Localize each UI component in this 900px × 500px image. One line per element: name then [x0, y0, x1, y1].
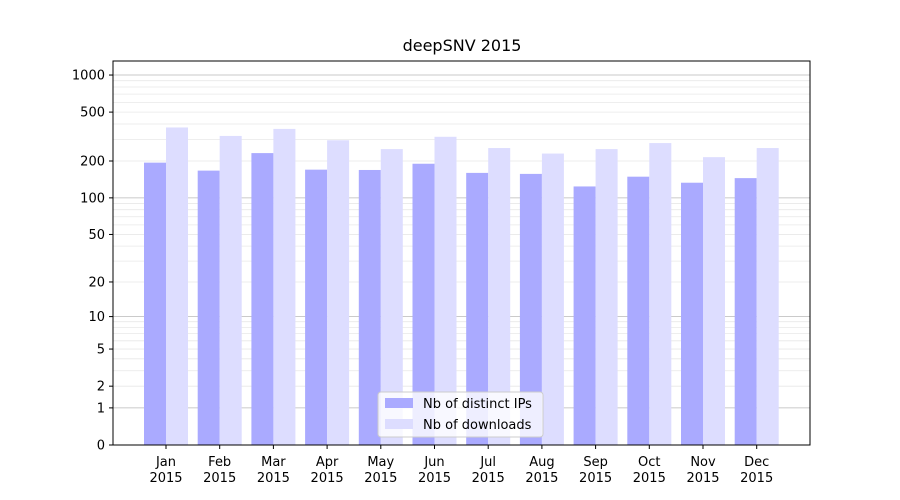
x-tick-label: Jan 2015 [149, 455, 182, 486]
bar-downloads [703, 157, 725, 445]
x-tick-label-year: 2015 [257, 471, 290, 486]
x-tick-label-year: 2015 [418, 471, 451, 486]
plot-area-frame [112, 60, 811, 446]
y-tick-label: 20 [88, 275, 105, 290]
bar-distinct-ips [358, 169, 381, 445]
y-tick-label: 1 [97, 401, 105, 416]
bar-distinct-ips [627, 176, 650, 446]
x-tick-label-month: Jun [423, 455, 444, 470]
chart-title: deepSNV 2015 [403, 36, 522, 55]
x-tick-label-month: Aug [529, 455, 554, 470]
bar-distinct-ips [519, 173, 542, 445]
y-tick-label: 0 [97, 439, 105, 454]
x-tick-label-month: Oct [638, 455, 660, 470]
bar-distinct-ips [412, 163, 435, 445]
x-tick-label-month: May [367, 455, 394, 470]
bar-downloads [756, 148, 779, 445]
bar-distinct-ips [466, 172, 489, 446]
bar-distinct-ips [681, 182, 703, 445]
x-tick-label-month: Sep [583, 455, 608, 470]
x-tick-label: Jun 2015 [418, 455, 451, 486]
x-tick-label: Sep 2015 [579, 455, 612, 486]
y-axis: 0 1 2 5 10 20 50 100 200 500 1000 [72, 69, 113, 454]
legend-swatch-series-1 [385, 419, 413, 429]
bar-downloads [273, 128, 296, 446]
bar-downloads [380, 149, 403, 445]
x-tick-label-year: 2015 [311, 471, 344, 486]
y-tick-label: 5 [97, 343, 105, 358]
x-tick-label: Aug 2015 [525, 455, 558, 486]
x-tick-label-year: 2015 [686, 471, 719, 486]
x-tick-label-month: Apr [316, 455, 339, 470]
legend-label-series-1: Nb of downloads [423, 418, 532, 433]
legend-swatch-series-0 [385, 398, 413, 408]
x-tick-label-year: 2015 [364, 471, 397, 486]
x-tick-label: Mar 2015 [257, 455, 290, 486]
x-tick-label: Dec 2015 [740, 455, 773, 486]
x-tick-label-year: 2015 [149, 471, 182, 486]
bar-distinct-ips [144, 162, 166, 446]
bar-downloads [595, 149, 618, 445]
x-tick-label-year: 2015 [633, 471, 666, 486]
x-tick-label-month: Feb [208, 455, 231, 470]
bar-distinct-ips [573, 186, 596, 445]
x-tick-label: Nov 2015 [686, 455, 719, 486]
x-tick-label-month: Dec [744, 455, 769, 470]
y-tick-label: 1000 [72, 69, 105, 84]
x-tick-label: Apr 2015 [311, 455, 344, 486]
bar-distinct-ips [734, 178, 757, 446]
bar-distinct-ips [251, 153, 274, 445]
y-tick-label: 100 [80, 191, 105, 206]
bar-downloads [649, 143, 672, 445]
x-tick-label-month: Jul [479, 455, 496, 470]
x-tick-label-year: 2015 [525, 471, 558, 486]
bar-downloads [541, 153, 564, 445]
y-tick-label: 500 [80, 106, 105, 121]
y-tick-label: 2 [97, 380, 105, 395]
bar-distinct-ips [305, 169, 328, 446]
x-tick-label-month: Mar [261, 455, 286, 470]
bar-downloads [166, 127, 188, 446]
bar-distinct-ips [197, 170, 220, 446]
x-tick-label-month: Jan [155, 455, 176, 470]
legend-box [377, 391, 544, 438]
y-tick-label: 10 [88, 310, 105, 325]
y-tick-label: 50 [88, 228, 105, 243]
legend-label-series-0: Nb of distinct IPs [423, 397, 532, 412]
bars [144, 127, 779, 446]
bar-downloads [488, 148, 511, 445]
x-tick-label-year: 2015 [740, 471, 773, 486]
bar-downloads [327, 140, 350, 445]
x-tick-label: May 2015 [364, 455, 397, 486]
y-tick-label: 200 [80, 155, 105, 170]
x-tick-label-year: 2015 [579, 471, 612, 486]
x-tick-label: Feb 2015 [203, 455, 236, 486]
bar-downloads [434, 136, 457, 445]
x-tick-label: Oct 2015 [633, 455, 666, 486]
x-tick-label-month: Nov [690, 455, 716, 470]
bar-downloads [219, 135, 242, 446]
legend: Nb of distinct IPs Nb of downloads [377, 391, 544, 438]
x-tick-label-year: 2015 [472, 471, 505, 486]
x-tick-label-year: 2015 [203, 471, 236, 486]
x-tick-label: Jul 2015 [472, 455, 505, 486]
